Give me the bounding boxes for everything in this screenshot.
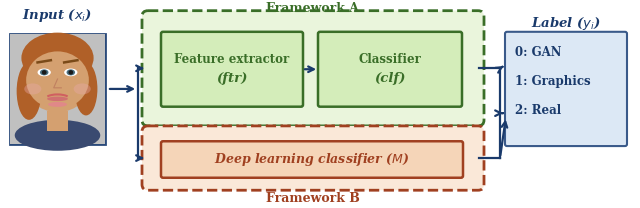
Ellipse shape (67, 69, 75, 76)
Ellipse shape (47, 97, 68, 101)
Text: 0: GAN: 0: GAN (515, 46, 561, 59)
Text: Framework B: Framework B (266, 192, 360, 205)
FancyBboxPatch shape (505, 32, 627, 146)
Ellipse shape (17, 62, 42, 120)
Ellipse shape (24, 83, 42, 94)
FancyBboxPatch shape (142, 126, 484, 190)
Text: Label ($y_i$): Label ($y_i$) (531, 15, 601, 32)
Circle shape (42, 70, 47, 75)
Ellipse shape (74, 83, 91, 94)
FancyBboxPatch shape (142, 11, 484, 126)
Text: 1: Graphics: 1: Graphics (515, 75, 591, 88)
FancyBboxPatch shape (10, 34, 105, 144)
Text: Feature extractor: Feature extractor (174, 53, 290, 66)
Ellipse shape (21, 33, 93, 83)
FancyBboxPatch shape (47, 111, 68, 131)
Text: 2: Real: 2: Real (515, 104, 561, 117)
Text: (ftr): (ftr) (216, 72, 248, 85)
FancyBboxPatch shape (318, 32, 462, 107)
Text: (clf): (clf) (374, 72, 406, 85)
Bar (10, 34, 105, 144)
Ellipse shape (23, 48, 92, 112)
Circle shape (68, 70, 73, 75)
Ellipse shape (38, 68, 51, 76)
Ellipse shape (15, 120, 100, 151)
Ellipse shape (75, 62, 97, 115)
Ellipse shape (64, 68, 77, 76)
Text: Framework A: Framework A (266, 1, 360, 15)
Ellipse shape (40, 69, 49, 76)
Text: Deep learning classifier ($M$): Deep learning classifier ($M$) (214, 151, 410, 168)
Ellipse shape (26, 51, 89, 109)
Ellipse shape (48, 102, 67, 107)
Text: Input ($x_i$): Input ($x_i$) (22, 7, 93, 24)
FancyBboxPatch shape (161, 141, 463, 178)
FancyBboxPatch shape (161, 32, 303, 107)
Text: Classifier: Classifier (358, 53, 421, 66)
